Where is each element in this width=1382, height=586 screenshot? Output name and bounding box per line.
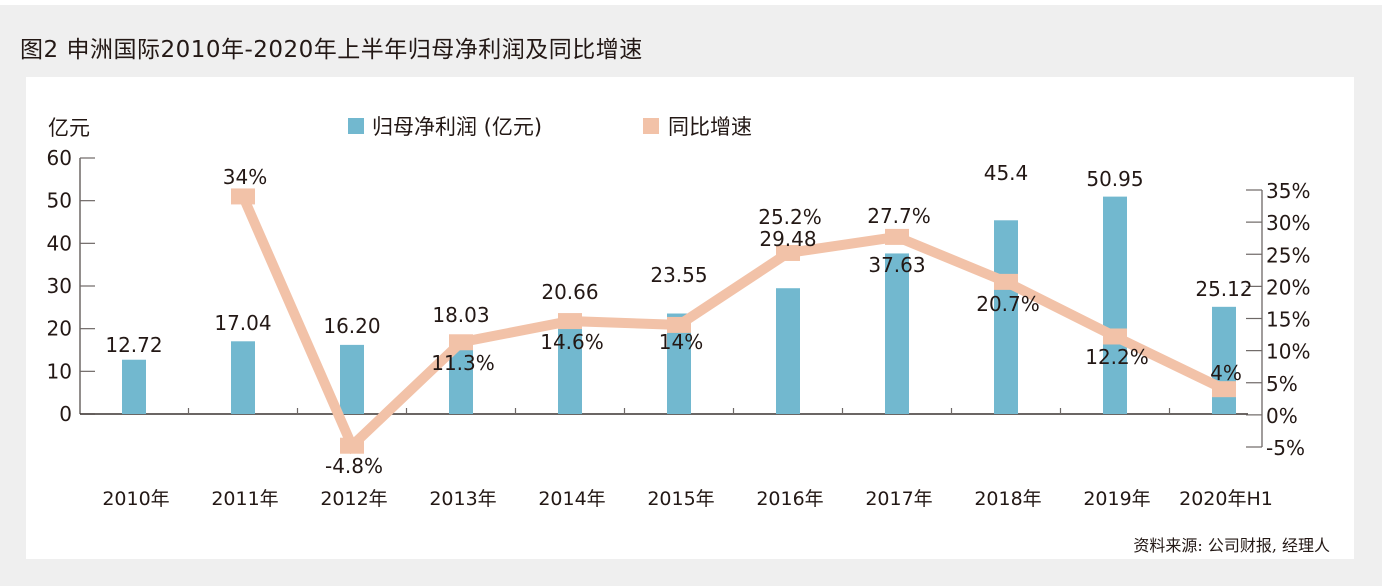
bar-value-label: 16.20 (323, 314, 380, 338)
line-layer (231, 188, 1236, 455)
legend-label-profit: 归母净利润 (亿元) (372, 115, 542, 139)
right-axis-tick-label: 10% (1266, 340, 1310, 364)
legend-swatch-growth (643, 118, 659, 134)
x-axis-category-label: 2011年 (211, 488, 278, 510)
left-axis-tick-label: 40 (47, 231, 72, 255)
bar-value-label: 12.72 (105, 333, 162, 357)
growth-marker (558, 313, 582, 330)
x-axis-category-label: 2020年H1 (1179, 488, 1273, 510)
bar-value-label: 17.04 (214, 311, 271, 335)
growth-value-label: 20.7% (976, 292, 1040, 316)
x-axis-category-label: 2015年 (647, 488, 714, 510)
x-axis-category-label: 2013年 (429, 488, 496, 510)
growth-value-label: 4% (1210, 361, 1242, 385)
x-axis-category-label: 2010年 (102, 488, 169, 510)
right-axis-tick-label: 15% (1266, 308, 1310, 332)
bar-value-label: 29.48 (759, 227, 816, 251)
right-axis-tick-label: 20% (1266, 275, 1310, 299)
growth-value-label: 34% (223, 165, 267, 189)
growth-marker (885, 228, 909, 245)
x-axis-category-label: 2019年 (1083, 488, 1150, 510)
top-strip (0, 0, 1382, 5)
growth-marker (776, 244, 800, 261)
bar-profit (122, 359, 146, 414)
left-axis-unit-label: 亿元 (48, 116, 90, 140)
right-axis-tick-label: 0% (1266, 404, 1298, 428)
bar-value-label: 25.12 (1195, 277, 1252, 301)
growth-value-label: 14% (659, 330, 703, 354)
growth-value-label: 14.6% (540, 330, 604, 354)
bar-value-label: 23.55 (650, 263, 707, 287)
bar-profit (776, 288, 800, 414)
bar-profit (558, 325, 582, 414)
bar-value-label: 18.03 (432, 303, 489, 327)
x-axis-category-label: 2018年 (974, 488, 1041, 510)
x-axis-category-label: 2014年 (538, 488, 605, 510)
left-axis-tick-label: 20 (47, 317, 72, 341)
bar-profit (340, 344, 364, 414)
left-axis-tick-label: 50 (47, 189, 72, 213)
figure-title: 图2 申洲国际2010年-2020年上半年归母净利润及同比增速 (20, 37, 643, 63)
growth-marker (1212, 381, 1236, 398)
bar-profit (231, 341, 255, 414)
x-axis-category-label: 2016年 (756, 488, 823, 510)
bars-layer (122, 196, 1236, 414)
growth-marker (231, 188, 255, 205)
growth-marker (667, 316, 691, 333)
growth-value-label: 12.2% (1085, 345, 1149, 369)
growth-marker (449, 334, 473, 351)
bar-profit (994, 220, 1018, 414)
bar-profit (1103, 196, 1127, 414)
bar-profit (885, 253, 909, 414)
growth-value-label: 11.3% (431, 351, 495, 375)
growth-value-label: -4.8% (325, 454, 383, 478)
left-axis-tick-label: 10 (47, 359, 72, 383)
legend-swatch-profit (348, 118, 364, 134)
right-axis-tick-label: 30% (1266, 211, 1310, 235)
legend: 归母净利润 (亿元) 同比增速 (348, 115, 752, 139)
bar-value-label: 45.4 (984, 161, 1029, 185)
labels-layer: 12.72 17.04 16.20 18.03 20.66 23.55 29.48 37.63… (105, 161, 1252, 478)
legend-label-growth: 同比增速 (668, 115, 752, 139)
left-axis-tick-label: 30 (47, 274, 72, 298)
right-axis-tick-label: 35% (1266, 179, 1310, 203)
growth-marker (1103, 328, 1127, 345)
right-axis-tick-label: -5% (1266, 436, 1305, 460)
growth-line (238, 194, 1227, 455)
growth-marker (340, 437, 364, 454)
bar-value-label: 37.63 (868, 253, 925, 277)
right-axis-tick-label: 5% (1266, 372, 1298, 396)
axes-layer: 0 10 20 30 40 50 60 -5% 0% 5% 10% 15% 20% 25% 30% 35% 20… (47, 146, 1311, 510)
x-axis-category-label: 2012年 (320, 488, 387, 510)
x-axis-category-label: 2017年 (865, 488, 932, 510)
left-axis-tick-label: 0 (59, 402, 72, 426)
bar-value-label: 20.66 (541, 280, 598, 304)
growth-marker (994, 273, 1018, 290)
growth-value-label: 27.7% (867, 204, 931, 228)
left-axis-tick-label: 60 (47, 146, 72, 170)
bar-value-label: 50.95 (1086, 167, 1143, 191)
growth-value-label: 25.2% (758, 205, 822, 229)
source-note: 资料来源: 公司财报, 经理人 (1133, 536, 1330, 555)
right-axis-tick-label: 25% (1266, 243, 1310, 267)
